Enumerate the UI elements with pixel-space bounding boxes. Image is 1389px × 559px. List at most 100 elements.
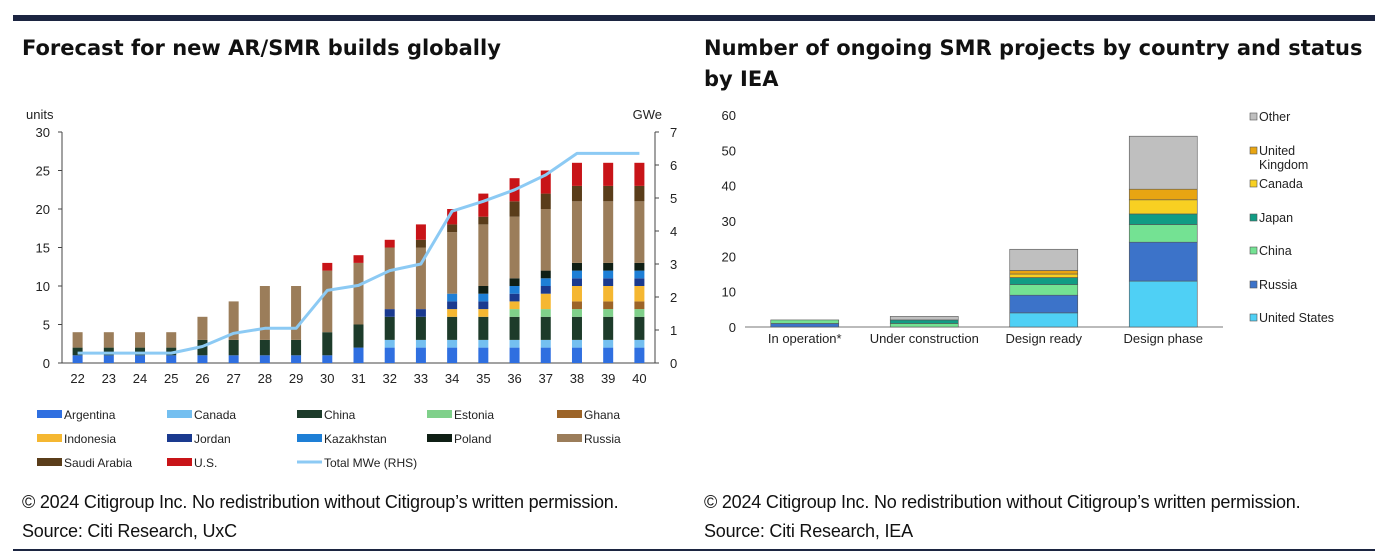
bar-segment-indonesia bbox=[447, 309, 458, 317]
legend-china-swatch bbox=[297, 410, 322, 418]
bar-segment-argentina bbox=[353, 347, 364, 363]
bar-segment-poland bbox=[634, 262, 645, 271]
bar-segment-china bbox=[384, 316, 395, 340]
bar-segment-china bbox=[770, 319, 840, 324]
legend-other-label: Other bbox=[1259, 110, 1290, 124]
y-tick-label: 40 bbox=[722, 179, 736, 194]
legend-u-s-swatch bbox=[167, 458, 192, 466]
bar-segment-china bbox=[259, 339, 270, 356]
legend-saudi-arabia-swatch bbox=[37, 458, 62, 466]
bar-segment-argentina bbox=[571, 347, 582, 363]
bar-segment-argentina bbox=[603, 347, 614, 363]
bar-segment-china bbox=[322, 332, 333, 356]
legend-japan-swatch bbox=[1249, 213, 1258, 222]
left-axis-unit: units bbox=[26, 107, 54, 122]
bar-segment-canada bbox=[1128, 199, 1198, 215]
bar-segment-saudi-arabia bbox=[540, 193, 551, 209]
bar-segment-saudi-arabia bbox=[634, 185, 645, 202]
bar-segment-saudi-arabia bbox=[509, 201, 520, 217]
left-chart-title: Forecast for new AR/SMR builds globally bbox=[22, 36, 501, 60]
bar-segment-estonia bbox=[634, 309, 645, 317]
bar-segment-ghana bbox=[571, 301, 582, 310]
bar-segment-u-s bbox=[634, 162, 645, 186]
x-category-label: Under construction bbox=[870, 331, 979, 346]
right-chart-title: Number of ongoing SMR projects by countr… bbox=[704, 36, 1363, 91]
bar-segment-china bbox=[103, 347, 114, 356]
right-y-tick-label: 2 bbox=[670, 290, 677, 305]
bar-segment-ghana bbox=[603, 301, 614, 310]
left-y-tick-label: 30 bbox=[36, 125, 50, 140]
bar-segment-japan bbox=[1009, 277, 1079, 285]
legend-indonesia-label: Indonesia bbox=[64, 432, 116, 446]
bar-segment-china bbox=[415, 316, 426, 340]
bar-segment-canada bbox=[415, 339, 426, 348]
bar-segment-argentina bbox=[509, 347, 520, 363]
bar-segment-united-states bbox=[1009, 312, 1079, 328]
bar-segment-indonesia bbox=[509, 301, 520, 310]
bar-segment-u-s bbox=[353, 255, 364, 263]
left-source-note: Source: Citi Research, UxC bbox=[22, 521, 237, 541]
bar-segment-canada bbox=[1009, 273, 1079, 278]
bar-segment-indonesia bbox=[603, 286, 614, 302]
x-tick-label: 37 bbox=[539, 371, 553, 386]
bar-segment-china bbox=[1128, 224, 1198, 243]
legend-canada-swatch bbox=[1249, 179, 1258, 188]
bar-segment-argentina bbox=[135, 355, 146, 363]
bar-segment-argentina bbox=[103, 355, 114, 363]
legend-china-swatch bbox=[1249, 246, 1258, 255]
bar-segment-saudi-arabia bbox=[447, 224, 458, 233]
legend-canada-label: Canada bbox=[1259, 177, 1303, 191]
bar-segment-kazakhstan bbox=[571, 270, 582, 279]
bar-segment-jordan bbox=[384, 309, 395, 317]
bar-segment-argentina bbox=[478, 347, 489, 363]
legend-poland-label: Poland bbox=[454, 432, 491, 446]
bar-segment-russia bbox=[603, 201, 614, 263]
bar-segment-estonia bbox=[603, 309, 614, 317]
bar-segment-united-kingdom bbox=[1009, 270, 1079, 275]
legend-united-kingdom-swatch bbox=[1249, 146, 1258, 155]
bar-segment-estonia bbox=[540, 309, 551, 317]
y-tick-label: 10 bbox=[722, 285, 736, 300]
right-y-tick-label: 1 bbox=[670, 323, 677, 338]
right-axis-unit: GWe bbox=[633, 107, 662, 122]
x-tick-label: 22 bbox=[70, 371, 84, 386]
bar-segment-russia bbox=[197, 316, 208, 340]
bar-segment-japan bbox=[889, 319, 959, 324]
bar-segment-canada bbox=[603, 339, 614, 348]
bar-segment-russia bbox=[415, 247, 426, 310]
bar-segment-russia bbox=[634, 201, 645, 263]
legend-estonia-label: Estonia bbox=[454, 408, 494, 422]
bar-segment-russia bbox=[353, 262, 364, 325]
bar-segment-u-s bbox=[322, 262, 333, 271]
bar-segment-indonesia bbox=[571, 286, 582, 302]
bar-segment-argentina bbox=[72, 355, 83, 363]
left-y-tick-label: 20 bbox=[36, 202, 50, 217]
bar-segment-canada bbox=[509, 339, 520, 348]
bar-segment-canada bbox=[478, 339, 489, 348]
bar-segment-russia bbox=[540, 209, 551, 271]
bar-segment-russia bbox=[72, 332, 83, 348]
bar-segment-u-s bbox=[384, 239, 395, 248]
bar-segment-other bbox=[1128, 135, 1198, 190]
bar-segment-russia bbox=[322, 270, 333, 333]
bar-segment-argentina bbox=[166, 355, 177, 363]
bar-segment-kazakhstan bbox=[447, 293, 458, 302]
y-tick-label: 50 bbox=[722, 143, 736, 158]
legend-total-mwe-rhs-label: Total MWe (RHS) bbox=[324, 456, 417, 470]
bar-segment-estonia bbox=[571, 309, 582, 317]
bar-segment-canada bbox=[540, 339, 551, 348]
left-copyright-note: © 2024 Citigroup Inc. No redistribution … bbox=[22, 492, 619, 512]
bar-segment-russia bbox=[135, 332, 146, 348]
x-tick-label: 26 bbox=[195, 371, 209, 386]
bar-segment-russia bbox=[770, 323, 840, 328]
bar-segment-canada bbox=[571, 339, 582, 348]
legend-canada-label: Canada bbox=[194, 408, 236, 422]
legend-canada-swatch bbox=[167, 410, 192, 418]
bar-segment-jordan bbox=[603, 278, 614, 286]
bar-segment-china bbox=[72, 347, 83, 356]
bar-segment-china bbox=[447, 316, 458, 340]
bar-segment-russia bbox=[384, 247, 395, 310]
bar-segment-u-s bbox=[571, 162, 582, 186]
bar-segment-jordan bbox=[478, 301, 489, 310]
bar-segment-china bbox=[603, 316, 614, 340]
